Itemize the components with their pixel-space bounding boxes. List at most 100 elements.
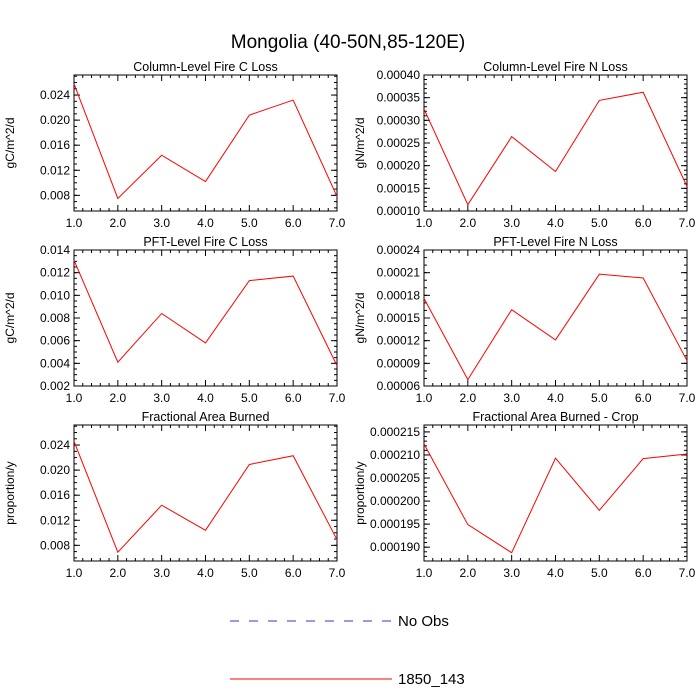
series-line-1850_143 bbox=[423, 273, 688, 381]
panel-4: PFT-Level Fire N Loss 1.0 2.0 3.0 4.0 5.0 6.0 7… bbox=[353, 235, 696, 405]
x-tick-label: 2.0 bbox=[109, 391, 126, 405]
y-tick-label: 0.000190 bbox=[370, 540, 420, 554]
x-tick-label: 5.0 bbox=[241, 391, 258, 405]
y-tick-label: 0.010 bbox=[40, 288, 70, 302]
y-tick-label: 0.020 bbox=[40, 113, 70, 127]
panel-title: Fractional Area Burned bbox=[142, 410, 270, 424]
x-tick-label: 4.0 bbox=[547, 216, 564, 230]
x-tick-label: 1.0 bbox=[416, 216, 433, 230]
x-tick-label: 1.0 bbox=[66, 216, 83, 230]
y-axis-label: gC/m^2/d bbox=[3, 118, 17, 169]
panel-frame bbox=[423, 74, 688, 212]
y-axis-label: gN/m^2/d bbox=[353, 118, 367, 169]
x-tick-label: 3.0 bbox=[153, 391, 170, 405]
panel-frame bbox=[73, 74, 338, 212]
panel-frame bbox=[423, 249, 688, 387]
x-tick-label: 7.0 bbox=[679, 391, 696, 405]
panel-3: PFT-Level Fire C Loss 1.0 2.0 3.0 4.0 5.0 6.0 7… bbox=[3, 235, 346, 405]
x-tick-label: 5.0 bbox=[241, 566, 258, 580]
x-tick-label: 6.0 bbox=[285, 391, 302, 405]
y-tick-label: 0.012 bbox=[40, 266, 70, 280]
panel-title: Column-Level Fire C Loss bbox=[133, 60, 278, 74]
y-tick-label: 0.024 bbox=[40, 438, 70, 452]
x-tick-label: 1.0 bbox=[416, 566, 433, 580]
y-tick-label: 0.000195 bbox=[370, 517, 420, 531]
panel-title: Column-Level Fire N Loss bbox=[483, 60, 628, 74]
x-tick-label: 6.0 bbox=[635, 216, 652, 230]
y-tick-label: 0.00010 bbox=[377, 204, 421, 218]
y-tick-label: 0.012 bbox=[40, 163, 70, 177]
panel-6: Fractional Area Burned - Crop 1.0 2.0 3.0 4.… bbox=[353, 410, 696, 580]
y-tick-label: 0.000210 bbox=[370, 448, 420, 462]
y-tick-label: 0.00015 bbox=[377, 311, 421, 325]
y-tick-label: 0.024 bbox=[40, 88, 70, 102]
panel-2: Column-Level Fire N Loss 1.0 2.0 3.0 4.0 5.0 6… bbox=[353, 60, 696, 230]
y-tick-label: 0.00025 bbox=[377, 136, 421, 150]
legend-1850-143-label: 1850_143 bbox=[398, 671, 465, 688]
y-tick-label: 0.006 bbox=[40, 334, 70, 348]
panel-grid: Column-Level Fire C Loss 1.0 2.0 3.0 4.0 5.0 6… bbox=[3, 60, 696, 580]
y-tick-label: 0.008 bbox=[40, 538, 70, 552]
x-tick-label: 6.0 bbox=[635, 391, 652, 405]
panel-title: PFT-Level Fire N Loss bbox=[493, 235, 617, 249]
y-tick-label: 0.000200 bbox=[370, 494, 420, 508]
x-tick-label: 3.0 bbox=[153, 216, 170, 230]
series-line-1850_143 bbox=[73, 83, 338, 200]
y-tick-label: 0.004 bbox=[40, 356, 70, 370]
y-tick-label: 0.012 bbox=[40, 513, 70, 527]
x-tick-label: 4.0 bbox=[547, 391, 564, 405]
x-tick-label: 5.0 bbox=[591, 216, 608, 230]
x-tick-label: 1.0 bbox=[66, 391, 83, 405]
x-tick-label: 2.0 bbox=[109, 566, 126, 580]
x-tick-label: 4.0 bbox=[197, 566, 214, 580]
y-axis-label: proportion/y bbox=[3, 461, 17, 524]
series-line-1850_143 bbox=[73, 441, 338, 554]
panel-frame bbox=[73, 249, 338, 387]
x-tick-label: 1.0 bbox=[66, 566, 83, 580]
y-tick-label: 0.00020 bbox=[377, 159, 421, 173]
y-axis-label: gC/m^2/d bbox=[3, 293, 17, 344]
y-tick-label: 0.00021 bbox=[377, 266, 421, 280]
y-tick-label: 0.00040 bbox=[377, 68, 421, 82]
x-tick-label: 7.0 bbox=[329, 391, 346, 405]
x-tick-label: 4.0 bbox=[197, 216, 214, 230]
y-tick-label: 0.014 bbox=[40, 243, 70, 257]
x-tick-label: 1.0 bbox=[416, 391, 433, 405]
x-tick-label: 7.0 bbox=[329, 216, 346, 230]
legend-no-obs-label: No Obs bbox=[398, 613, 449, 630]
y-tick-label: 0.00030 bbox=[377, 113, 421, 127]
x-tick-label: 4.0 bbox=[547, 566, 564, 580]
x-tick-label: 7.0 bbox=[679, 566, 696, 580]
panel-frame bbox=[423, 424, 688, 562]
x-tick-label: 5.0 bbox=[591, 566, 608, 580]
x-tick-label: 6.0 bbox=[635, 566, 652, 580]
panel-5: Fractional Area Burned 1.0 2.0 3.0 4.0 5.0 6.0… bbox=[3, 410, 346, 580]
x-tick-label: 3.0 bbox=[503, 216, 520, 230]
series-line-1850_143 bbox=[423, 91, 688, 206]
x-tick-label: 7.0 bbox=[329, 566, 346, 580]
x-tick-label: 5.0 bbox=[591, 391, 608, 405]
legend: No Obs 1850_143 bbox=[230, 613, 465, 688]
x-tick-label: 3.0 bbox=[153, 566, 170, 580]
series-line-1850_143 bbox=[423, 443, 688, 554]
y-axis-label: proportion/y bbox=[353, 461, 367, 524]
y-tick-label: 0.000205 bbox=[370, 471, 420, 485]
y-tick-label: 0.00035 bbox=[377, 91, 421, 105]
x-tick-label: 2.0 bbox=[459, 216, 476, 230]
series-line-1850_143 bbox=[73, 260, 338, 366]
x-tick-label: 2.0 bbox=[459, 566, 476, 580]
y-tick-label: 0.00024 bbox=[377, 243, 421, 257]
x-tick-label: 6.0 bbox=[285, 216, 302, 230]
y-tick-label: 0.00009 bbox=[377, 356, 421, 370]
y-tick-label: 0.00015 bbox=[377, 181, 421, 195]
y-tick-label: 0.000215 bbox=[370, 425, 420, 439]
x-tick-label: 7.0 bbox=[679, 216, 696, 230]
x-tick-label: 5.0 bbox=[241, 216, 258, 230]
x-tick-label: 3.0 bbox=[503, 391, 520, 405]
y-tick-label: 0.008 bbox=[40, 188, 70, 202]
panel-title: Fractional Area Burned - Crop bbox=[472, 410, 638, 424]
y-tick-label: 0.008 bbox=[40, 311, 70, 325]
y-tick-label: 0.00018 bbox=[377, 288, 421, 302]
x-tick-label: 2.0 bbox=[109, 216, 126, 230]
